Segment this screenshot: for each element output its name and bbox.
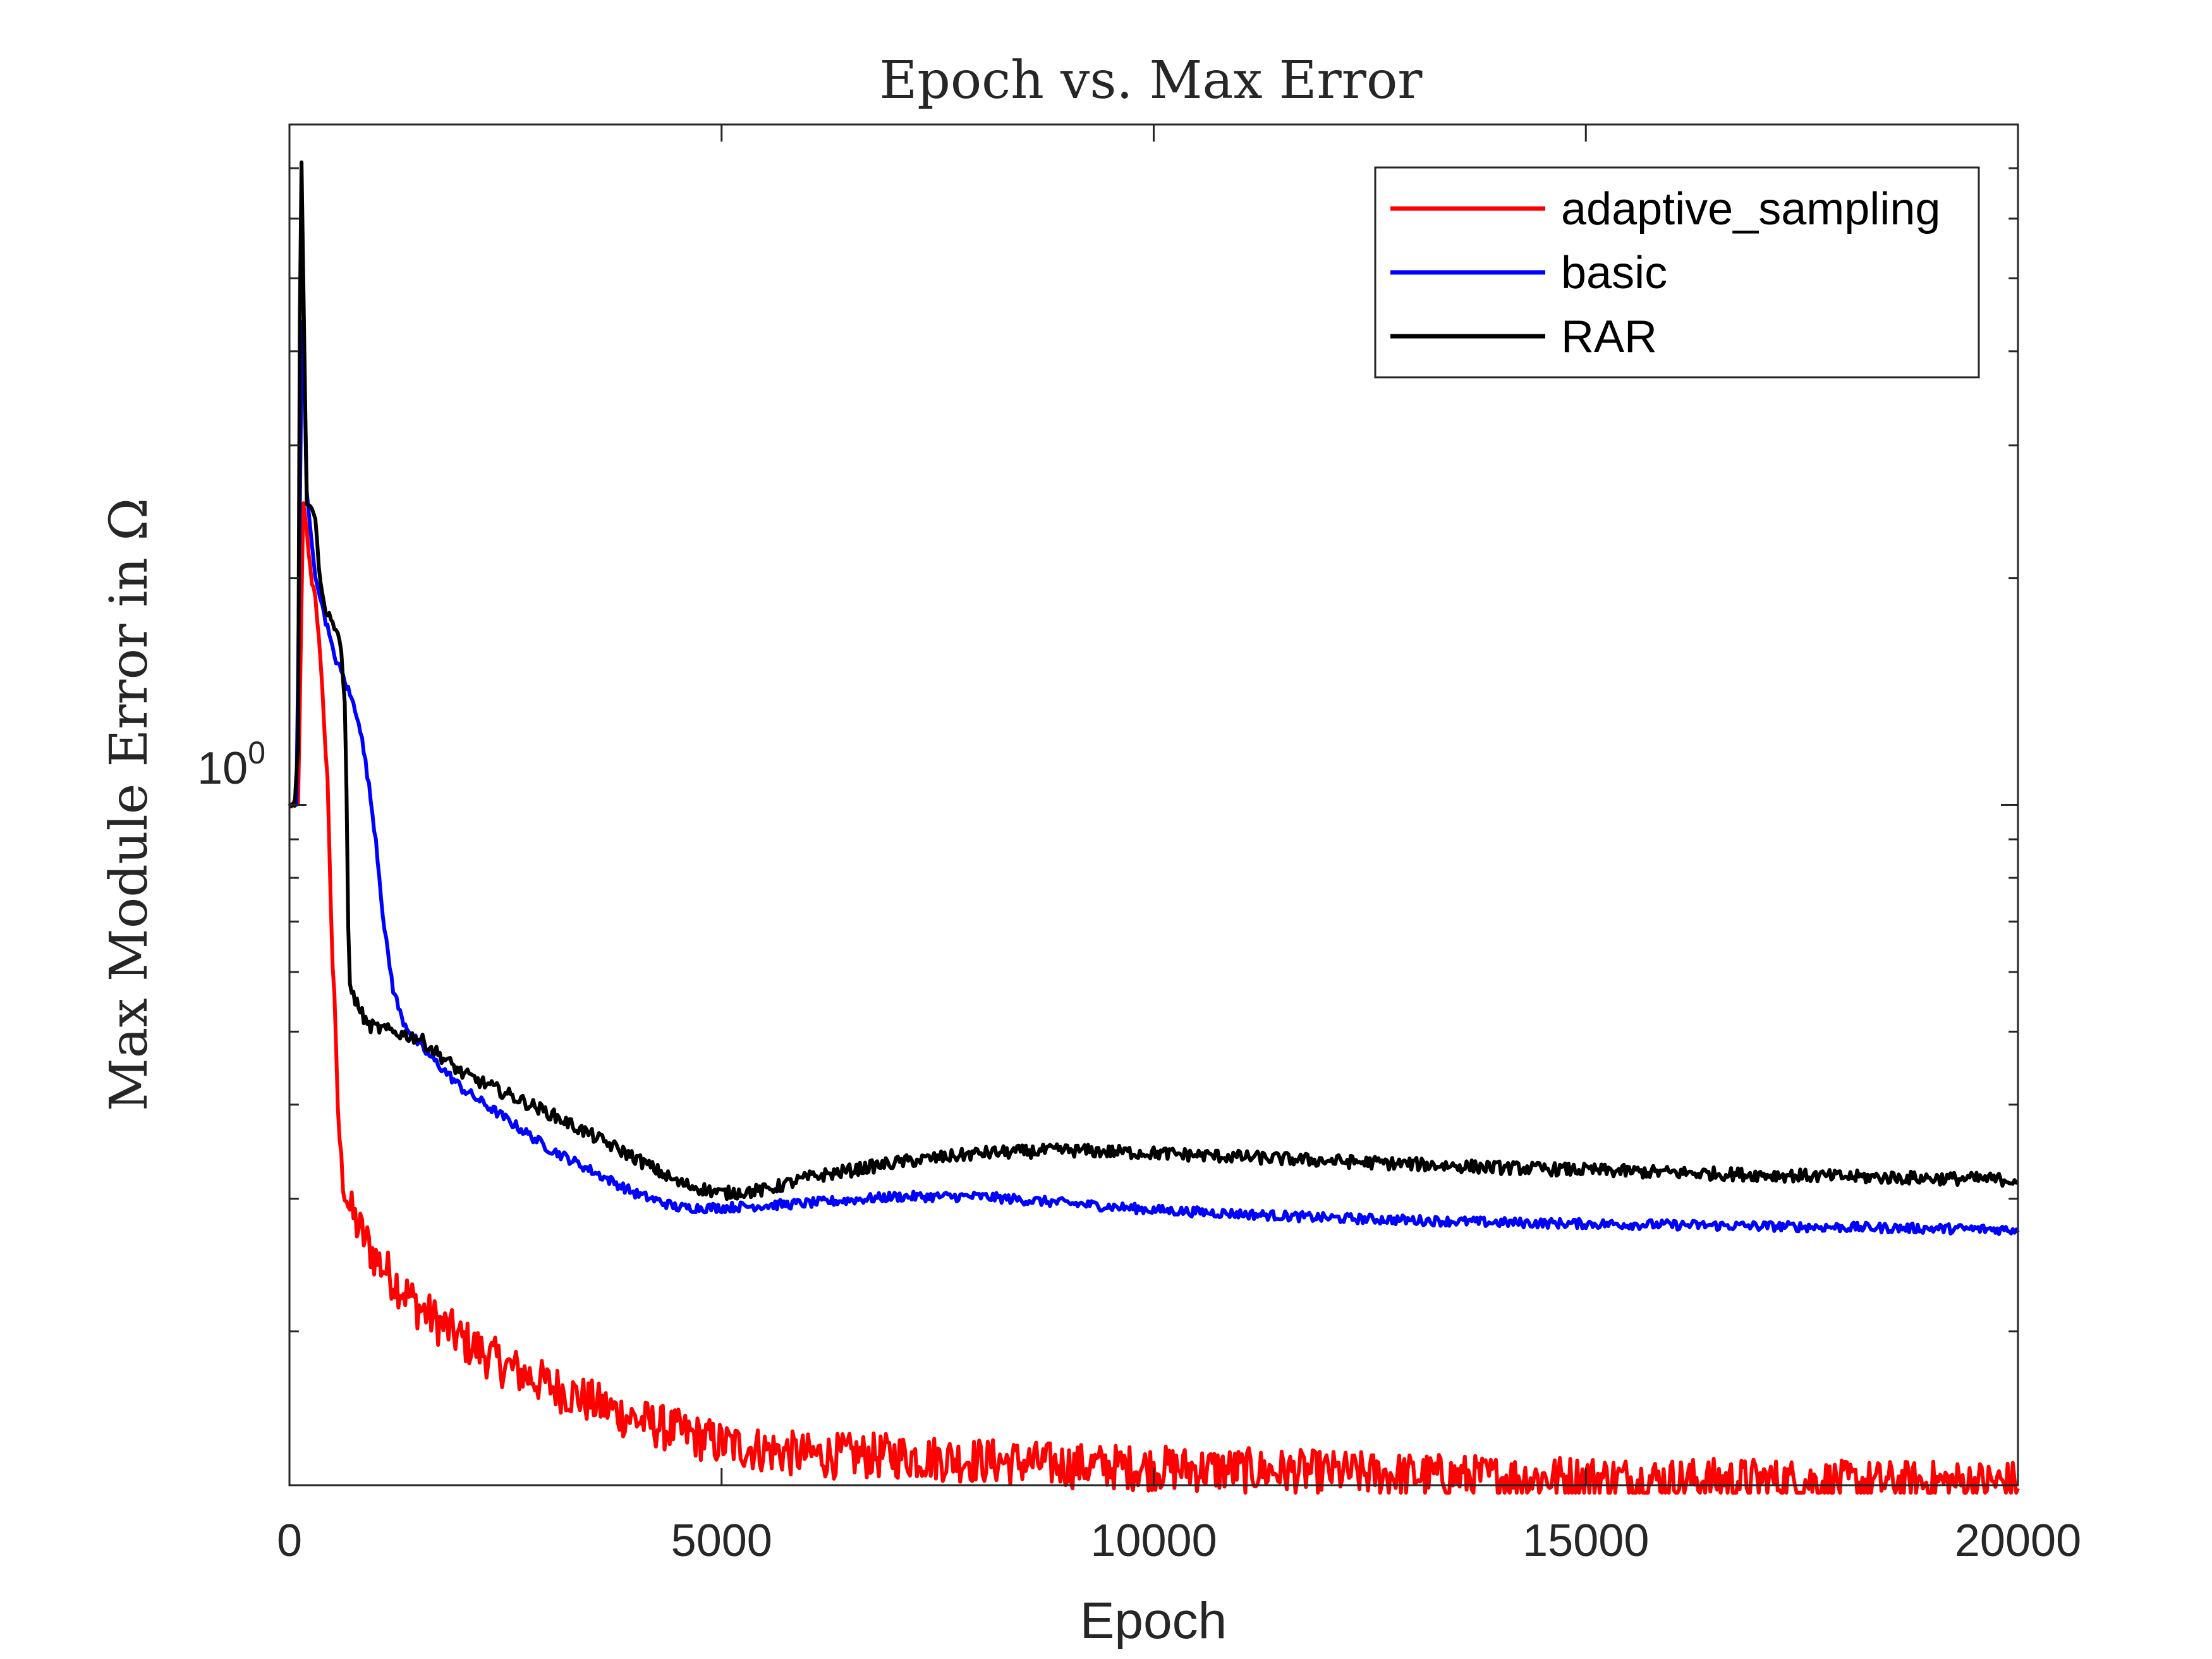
x-tick-label: 0 [277, 1516, 302, 1566]
legend-label: basic [1561, 248, 1667, 298]
x-axis-label: Epoch [1080, 1592, 1227, 1650]
series-line-rar [289, 160, 2019, 1201]
series-layer [288, 160, 2020, 1495]
legend-label: adaptive_sampling [1561, 184, 1940, 234]
series-line-basic [289, 319, 2020, 1236]
legend-label: RAR [1561, 312, 1657, 362]
x-tick-label: 20000 [1955, 1516, 2081, 1566]
y-tick-label-exponent: 0 [248, 735, 265, 770]
x-tick-labels: 0 5000 10000 15000 20000 [277, 1516, 2081, 1566]
x-tick-label: 10000 [1090, 1516, 1217, 1566]
chart-title: Epoch vs. Max Error [879, 51, 1423, 111]
plot-frame [288, 123, 2019, 1486]
series-line-adaptive-sampling [288, 501, 2020, 1495]
y-tick-label-base: 10 [197, 743, 248, 794]
y-tick-label: 100 [197, 735, 265, 794]
y-axis-label: Max Module Error in Ω [99, 498, 159, 1112]
x-tick-label: 5000 [671, 1516, 772, 1566]
x-tick-label: 15000 [1522, 1516, 1649, 1566]
